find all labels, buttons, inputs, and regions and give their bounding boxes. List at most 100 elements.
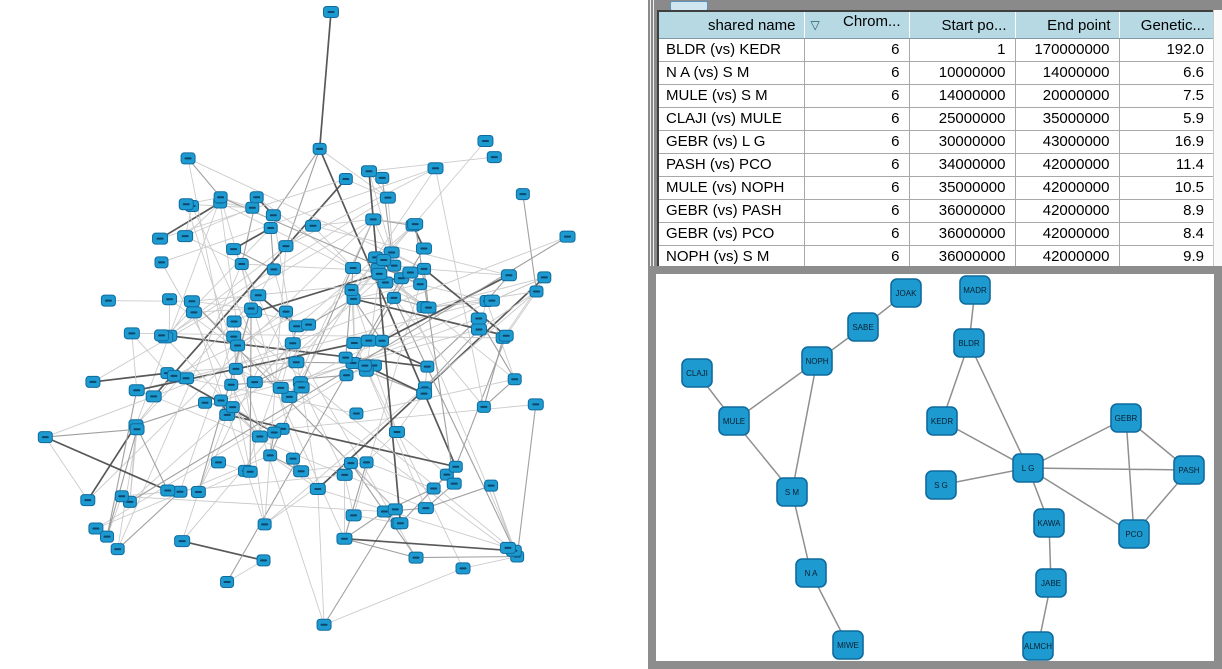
network-edge[interactable] <box>1027 467 1135 535</box>
network-node[interactable] <box>245 201 260 214</box>
network-node[interactable] <box>226 315 242 328</box>
network-edge[interactable] <box>129 236 568 503</box>
network-node[interactable] <box>281 390 298 403</box>
network-edge[interactable] <box>299 381 346 476</box>
network-edge[interactable] <box>462 556 518 569</box>
network-node[interactable] <box>214 394 229 407</box>
network-edge[interactable] <box>312 225 510 276</box>
network-node[interactable]: ALMCH <box>1022 631 1054 661</box>
column-header[interactable]: Start po... <box>908 10 1016 39</box>
cell-value[interactable]: 42000000 <box>1014 245 1120 270</box>
network-node[interactable] <box>360 165 377 178</box>
network-edge[interactable] <box>232 406 275 433</box>
network-node[interactable] <box>226 330 242 343</box>
cell-value[interactable]: 6 <box>803 199 910 223</box>
network-edge[interactable] <box>181 432 275 542</box>
cell-value[interactable]: 10.5 <box>1118 176 1215 200</box>
network-node[interactable] <box>128 384 145 397</box>
network-edge[interactable] <box>135 402 206 426</box>
network-edge[interactable] <box>227 414 456 468</box>
table-row[interactable]: GEBR (vs) PCO 6 36000000 42000000 8.4 <box>657 222 1215 246</box>
network-edge[interactable] <box>300 318 479 383</box>
network-edge[interactable] <box>505 291 537 337</box>
network-edge[interactable] <box>169 298 518 557</box>
network-edge[interactable] <box>181 540 264 562</box>
network-edge[interactable] <box>428 276 545 309</box>
cell-value[interactable]: 36000000 <box>908 245 1016 270</box>
cell-value[interactable]: 6 <box>803 245 910 270</box>
network-edge[interactable] <box>312 218 374 227</box>
network-edge[interactable] <box>45 428 138 438</box>
network-edge[interactable] <box>106 429 138 537</box>
network-node[interactable] <box>345 262 362 275</box>
network-edge[interactable] <box>161 167 436 263</box>
network-node[interactable] <box>257 518 272 531</box>
network-node[interactable] <box>344 284 359 297</box>
network-edge[interactable] <box>233 248 259 296</box>
cell-value[interactable]: 35000000 <box>908 176 1016 200</box>
cell-shared-name[interactable]: N A (vs) S M <box>657 61 805 85</box>
network-node[interactable] <box>123 327 140 340</box>
network-edge[interactable] <box>108 300 192 302</box>
network-node[interactable]: L G <box>1012 453 1044 483</box>
network-node[interactable] <box>174 535 191 548</box>
network-edge[interactable] <box>366 462 434 489</box>
cell-value[interactable]: 11.4 <box>1118 153 1215 177</box>
cell-value[interactable]: 6.6 <box>1118 61 1215 85</box>
network-edge[interactable] <box>319 148 389 199</box>
cell-shared-name[interactable]: PASH (vs) PCO <box>657 153 805 177</box>
network-node[interactable]: BLDR <box>953 328 985 358</box>
network-edge[interactable] <box>270 227 275 270</box>
network-edge[interactable] <box>350 462 396 510</box>
network-node[interactable] <box>88 522 104 535</box>
cell-value[interactable]: 42000000 <box>1014 176 1120 200</box>
network-node[interactable]: KAWA <box>1033 508 1065 538</box>
network-node[interactable] <box>448 460 463 473</box>
network-node[interactable] <box>177 230 194 243</box>
network-edge[interactable] <box>312 225 354 269</box>
network-node[interactable] <box>288 356 305 369</box>
network-node[interactable] <box>242 465 258 478</box>
network-node[interactable] <box>256 554 271 567</box>
network-node[interactable] <box>244 302 259 315</box>
network-node[interactable] <box>484 479 499 492</box>
table-row[interactable]: CLAJI (vs) MULE 6 25000000 35000000 5.9 <box>657 107 1215 131</box>
network-node[interactable]: MULE <box>718 406 750 436</box>
cell-value[interactable]: 6 <box>803 176 910 200</box>
network-node[interactable] <box>486 151 502 164</box>
network-node[interactable] <box>301 318 317 331</box>
table-row[interactable]: GEBR (vs) PASH 6 36000000 42000000 8.9 <box>657 199 1215 223</box>
cell-value[interactable]: 5.9 <box>1118 107 1215 131</box>
cell-value[interactable]: 16.9 <box>1118 130 1215 154</box>
network-node[interactable] <box>286 452 301 465</box>
network-edge[interactable] <box>191 300 252 310</box>
network-node[interactable] <box>284 337 301 350</box>
network-node[interactable] <box>166 369 181 382</box>
cell-shared-name[interactable]: GEBR (vs) PCO <box>657 222 805 246</box>
network-edge[interactable] <box>424 268 509 276</box>
network-node[interactable] <box>343 457 358 470</box>
network-node[interactable] <box>312 142 327 155</box>
network-edge[interactable] <box>416 555 518 559</box>
network-node[interactable]: JABE <box>1035 568 1067 598</box>
network-node[interactable]: S M <box>776 477 808 507</box>
network-node[interactable] <box>323 6 339 18</box>
network-node[interactable] <box>470 323 487 336</box>
network-node[interactable] <box>359 456 374 469</box>
network-edge[interactable] <box>381 177 393 253</box>
network-edge[interactable] <box>164 227 272 338</box>
network-edge[interactable] <box>272 148 321 216</box>
network-edge[interactable] <box>435 168 485 408</box>
network-node[interactable]: JOAK <box>890 278 922 308</box>
network-edge[interactable] <box>353 298 383 342</box>
cell-value[interactable]: 35000000 <box>1014 107 1120 131</box>
cell-value[interactable]: 6 <box>803 107 910 131</box>
network-node[interactable] <box>375 334 390 347</box>
network-edge[interactable] <box>968 342 1029 469</box>
network-node[interactable] <box>154 256 169 269</box>
sub-network-canvas[interactable]: JOAK SABE NOPH CLAJI MULE S M N A MIWE MADR BLDR K… <box>656 274 1214 661</box>
network-node[interactable] <box>346 292 361 305</box>
network-node[interactable] <box>272 381 289 394</box>
network-node[interactable] <box>129 423 145 436</box>
network-node[interactable] <box>160 484 176 497</box>
